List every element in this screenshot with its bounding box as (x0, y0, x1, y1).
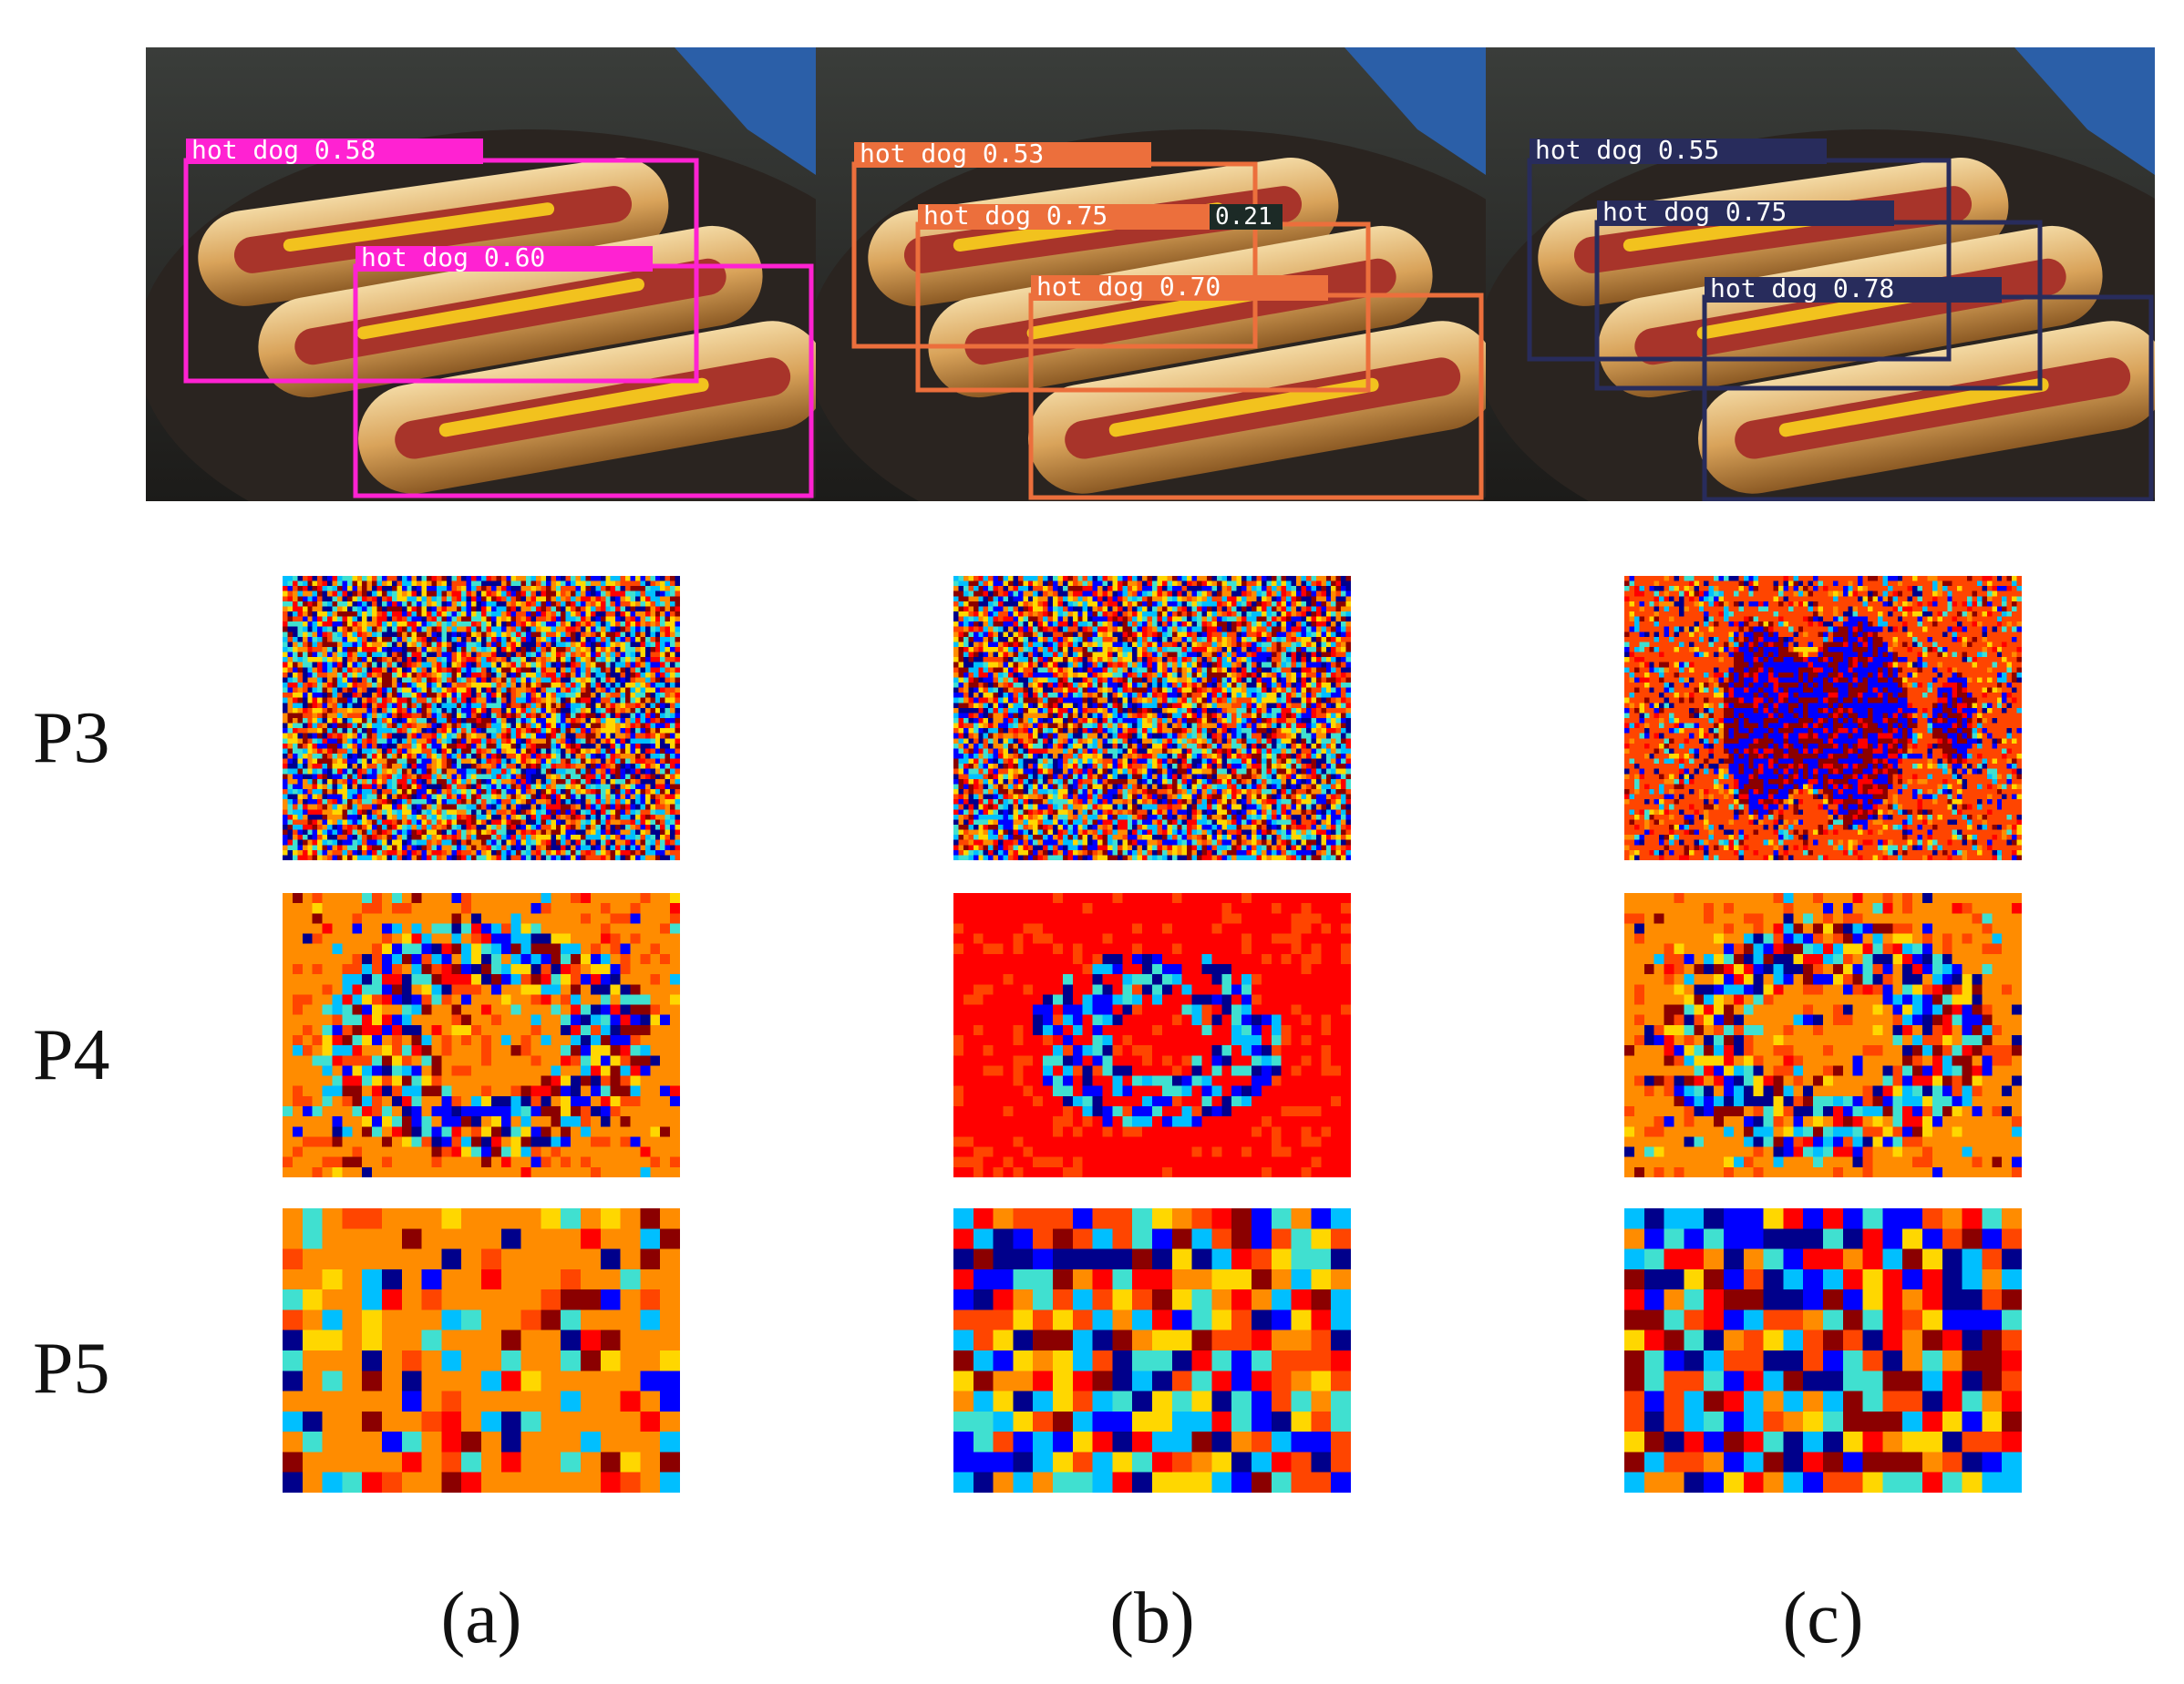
hotdog-bun-1 (198, 158, 669, 306)
panel-label-c: (c) (1782, 1578, 1864, 1658)
detection-box-c-2: hot dog 0.75 (1594, 197, 2043, 391)
detection-photo-c: hot dog 0.55 hot dog 0.75 hot dog 0.78 (1486, 47, 2155, 501)
detection-label-b-1: hot dog 0.53 (860, 139, 1044, 169)
heatmap-p4-b (953, 893, 1351, 1177)
heatmap-p3-b (953, 576, 1351, 860)
detection-label-a-2: hot dog 0.60 (361, 242, 545, 272)
detection-label-c-1: hot dog 0.55 (1535, 135, 1719, 165)
detection-box-b-3: hot dog 0.70 (1028, 272, 1484, 500)
heatmap-p3-a (283, 576, 680, 860)
detection-fragment-b: 0.21 (1215, 203, 1272, 231)
detection-label-c-2: hot dog 0.75 (1602, 197, 1787, 227)
heatmap-p5-c (1624, 1208, 2022, 1493)
detection-box-a-1: hot dog 0.58 (183, 135, 699, 384)
detection-photo-a: hot dog 0.58 hot dog 0.60 (146, 47, 816, 501)
row-label-p5: P5 (33, 1329, 110, 1409)
panel-label-b: (b) (1109, 1578, 1195, 1658)
detection-box-b-2: hot dog 0.75 0.21 (915, 200, 1371, 393)
hotdog-photo-c: hot dog 0.55 hot dog 0.75 hot dog 0.78 (1486, 47, 2155, 501)
heatmap-p5-b (953, 1208, 1351, 1493)
row-label-p3: P3 (33, 698, 110, 778)
row-label-p4: P4 (33, 1015, 110, 1095)
detection-label-b-3: hot dog 0.70 (1036, 272, 1221, 302)
heatmap-p5-a (283, 1208, 680, 1493)
heatmap-p4-c (1624, 893, 2022, 1177)
detection-box-b-1: hot dog 0.53 (851, 139, 1258, 349)
hotdog-photo-a: hot dog 0.58 hot dog 0.60 (146, 47, 816, 501)
heatmap-p3-c (1624, 576, 2022, 860)
detection-box-a-2: hot dog 0.60 (353, 242, 814, 498)
detection-box-c-1: hot dog 0.55 (1527, 135, 1952, 362)
detection-photo-b: hot dog 0.53 hot dog 0.75 0.21 hot dog 0… (816, 47, 1486, 501)
detection-label-c-3: hot dog 0.78 (1710, 273, 1894, 303)
detection-label-b-2: hot dog 0.75 (923, 200, 1107, 231)
detection-label-a-1: hot dog 0.58 (191, 135, 376, 165)
hotdog-photo-b: hot dog 0.53 hot dog 0.75 0.21 hot dog 0… (816, 47, 1486, 501)
panel-label-a: (a) (440, 1578, 522, 1658)
detection-box-c-3: hot dog 0.78 (1702, 273, 2154, 501)
heatmap-p4-a (283, 893, 680, 1177)
detection-photo-strip: hot dog 0.58 hot dog 0.60 (146, 47, 2155, 501)
